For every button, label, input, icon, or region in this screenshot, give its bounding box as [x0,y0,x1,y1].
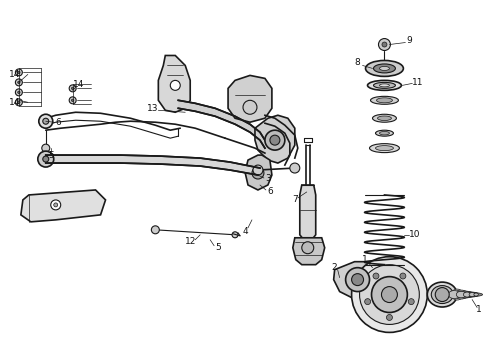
Ellipse shape [375,130,393,136]
Circle shape [408,299,414,305]
Circle shape [373,273,379,279]
Polygon shape [255,115,295,163]
Ellipse shape [372,114,396,122]
Ellipse shape [368,80,401,90]
Text: 6: 6 [56,118,62,127]
Text: 10: 10 [409,230,420,239]
Polygon shape [245,155,272,190]
Polygon shape [158,55,190,112]
Circle shape [290,163,300,173]
Circle shape [387,315,392,320]
Ellipse shape [366,60,403,76]
Ellipse shape [456,291,466,298]
Circle shape [382,42,387,47]
Polygon shape [228,75,272,122]
Circle shape [382,287,397,302]
Ellipse shape [379,67,390,71]
Circle shape [72,99,74,102]
Polygon shape [21,190,105,222]
Text: 1: 1 [476,305,482,314]
Text: 2: 2 [332,263,338,272]
Circle shape [72,87,74,90]
Circle shape [15,99,23,106]
Circle shape [18,81,20,84]
Circle shape [270,135,280,145]
Circle shape [252,167,264,179]
Ellipse shape [451,289,463,300]
Text: 13: 13 [147,104,158,113]
Ellipse shape [457,291,473,298]
Circle shape [39,114,53,128]
Circle shape [302,242,314,254]
Text: 4: 4 [242,227,248,236]
Circle shape [265,130,285,150]
Circle shape [54,203,58,207]
Text: 14: 14 [9,70,21,79]
Polygon shape [334,262,382,298]
Circle shape [253,165,263,175]
Circle shape [400,273,406,279]
Circle shape [232,232,238,238]
Text: 5: 5 [215,243,221,252]
Ellipse shape [373,82,395,88]
Text: 5: 5 [48,150,53,159]
Circle shape [43,156,49,162]
Ellipse shape [460,292,479,297]
Circle shape [345,268,369,292]
Circle shape [243,100,257,114]
Ellipse shape [431,285,453,303]
Ellipse shape [376,98,392,103]
Text: 14: 14 [73,80,84,89]
Ellipse shape [474,293,478,296]
Ellipse shape [379,131,390,135]
Circle shape [435,288,449,302]
Text: 6: 6 [267,188,273,197]
Circle shape [371,276,407,312]
Ellipse shape [379,84,390,87]
Polygon shape [300,185,316,240]
Circle shape [43,118,49,124]
Circle shape [69,85,76,92]
Ellipse shape [462,293,483,297]
Text: 8: 8 [355,58,361,67]
Text: 9: 9 [407,36,412,45]
Circle shape [378,39,391,50]
Text: 11: 11 [412,78,423,87]
Ellipse shape [373,64,395,73]
Circle shape [18,71,20,73]
Circle shape [51,200,61,210]
Circle shape [151,226,159,234]
Polygon shape [178,100,265,148]
Circle shape [360,265,419,324]
Ellipse shape [377,116,392,121]
Circle shape [365,299,370,305]
Ellipse shape [448,291,460,298]
Circle shape [352,274,364,285]
Polygon shape [293,238,325,265]
Ellipse shape [375,146,393,150]
Ellipse shape [427,282,457,307]
Circle shape [69,97,76,104]
Circle shape [352,257,427,332]
Text: 12: 12 [185,237,196,246]
Circle shape [38,151,54,167]
Text: 7: 7 [292,195,298,204]
Circle shape [42,144,50,152]
Text: 1: 1 [362,255,368,264]
Text: 3: 3 [265,174,271,183]
Circle shape [15,79,23,86]
Circle shape [18,101,20,103]
Polygon shape [46,155,260,175]
Circle shape [15,89,23,96]
Circle shape [18,91,20,94]
Ellipse shape [464,292,471,297]
Text: 14: 14 [9,98,21,107]
Circle shape [15,69,23,76]
Ellipse shape [370,96,398,104]
Ellipse shape [469,293,475,297]
Ellipse shape [454,290,468,299]
Ellipse shape [369,144,399,153]
Circle shape [171,80,180,90]
